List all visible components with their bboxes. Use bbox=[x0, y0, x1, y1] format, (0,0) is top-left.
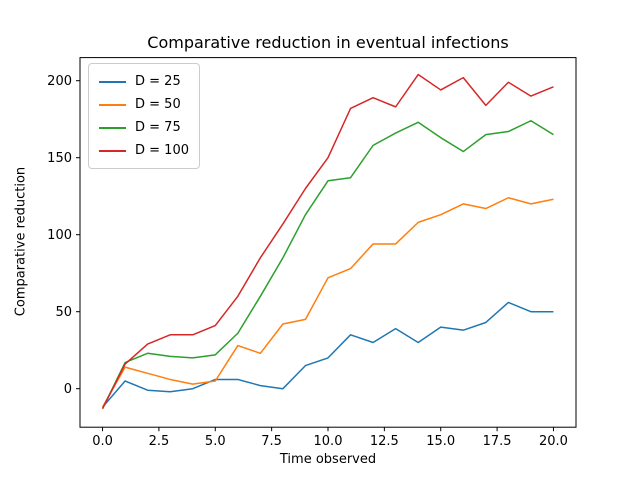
legend-line-swatch bbox=[99, 103, 126, 106]
series-line-d-25 bbox=[101, 301, 554, 408]
series-line-d-50 bbox=[101, 196, 554, 408]
y-tick-label: 200 bbox=[47, 74, 72, 89]
y-tick-label: 50 bbox=[55, 305, 72, 320]
x-tick-label: 17.5 bbox=[483, 434, 512, 449]
series-line-d-75 bbox=[101, 119, 554, 410]
y-axis-label: Comparative reduction bbox=[13, 166, 29, 317]
legend-line-swatch bbox=[99, 126, 126, 129]
legend-label: D = 100 bbox=[135, 143, 189, 158]
legend-entry: D = 50 bbox=[99, 93, 189, 116]
legend-label: D = 75 bbox=[135, 120, 181, 135]
series-line-d-100 bbox=[101, 73, 554, 410]
x-tick-label: 0.0 bbox=[92, 434, 113, 449]
x-tick-label: 20.0 bbox=[539, 434, 568, 449]
legend-entry: D = 100 bbox=[99, 139, 189, 162]
legend-label: D = 50 bbox=[135, 97, 181, 112]
x-tick-label: 10.0 bbox=[314, 434, 343, 449]
y-tick-label: 0 bbox=[64, 382, 72, 397]
legend: D = 25 D = 50 D = 75 D = 100 bbox=[88, 63, 200, 169]
legend-label: D = 25 bbox=[135, 74, 181, 89]
chart-title: Comparative reduction in eventual infect… bbox=[147, 33, 509, 52]
y-tick-label: 100 bbox=[47, 228, 72, 243]
legend-line-swatch bbox=[99, 80, 126, 83]
x-axis-label: Time observed bbox=[279, 452, 377, 467]
y-tick-label: 150 bbox=[47, 151, 72, 166]
legend-entry: D = 75 bbox=[99, 116, 189, 139]
x-tick-label: 2.5 bbox=[149, 434, 170, 449]
legend-entry: D = 25 bbox=[99, 70, 189, 93]
x-tick-label: 15.0 bbox=[426, 434, 455, 449]
legend-line-swatch bbox=[99, 149, 126, 152]
x-tick-label: 5.0 bbox=[205, 434, 226, 449]
x-tick-label: 12.5 bbox=[370, 434, 399, 449]
x-tick-label: 7.5 bbox=[261, 434, 282, 449]
